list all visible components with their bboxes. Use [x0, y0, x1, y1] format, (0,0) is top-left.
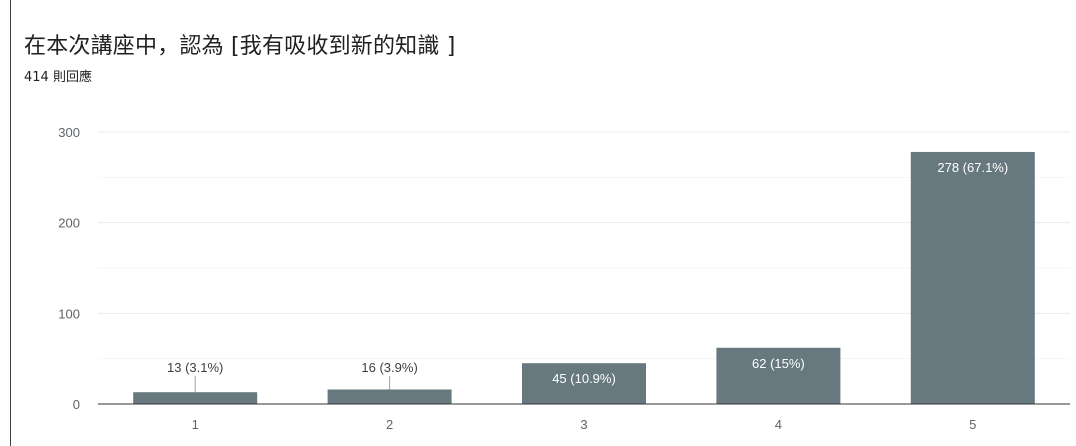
- gridlines: [98, 131, 1070, 360]
- y-tick-label: 300: [58, 125, 80, 140]
- x-tick-label: 3: [580, 417, 587, 432]
- data-label: 278 (67.1%): [937, 160, 1008, 175]
- bar-4: [716, 347, 841, 404]
- bars: [133, 151, 1035, 404]
- data-labels: 13 (3.1%) 16 (3.9%) 45 (10.9%) 62 (15%) 278 …: [167, 160, 1008, 393]
- bar-1: [133, 392, 258, 404]
- bar-5: [910, 151, 1035, 404]
- x-tick-label: 1: [192, 417, 199, 432]
- data-label: 16 (3.9%): [361, 360, 417, 375]
- bar-2: [327, 389, 452, 404]
- y-tick-label: 100: [58, 306, 80, 321]
- bar-3: [522, 363, 646, 404]
- y-tick-label: 200: [58, 216, 80, 231]
- x-tick-label: 2: [386, 417, 393, 432]
- y-axis-ticks: 0 100 200 300: [58, 125, 80, 412]
- left-border-rule: [10, 0, 11, 446]
- response-count: 414 則回應: [24, 70, 92, 85]
- x-tick-label: 4: [775, 417, 782, 432]
- data-label: 45 (10.9%): [552, 371, 616, 386]
- x-tick-label: 5: [969, 417, 976, 432]
- question-title: 在本次講座中，認為 [我有吸收到新的知識 ]: [24, 34, 456, 59]
- y-tick-label: 0: [73, 397, 80, 412]
- data-label: 13 (3.1%): [167, 360, 223, 375]
- x-axis-ticks: 1 2 3 4 5: [192, 417, 977, 432]
- data-label: 62 (15%): [752, 356, 805, 371]
